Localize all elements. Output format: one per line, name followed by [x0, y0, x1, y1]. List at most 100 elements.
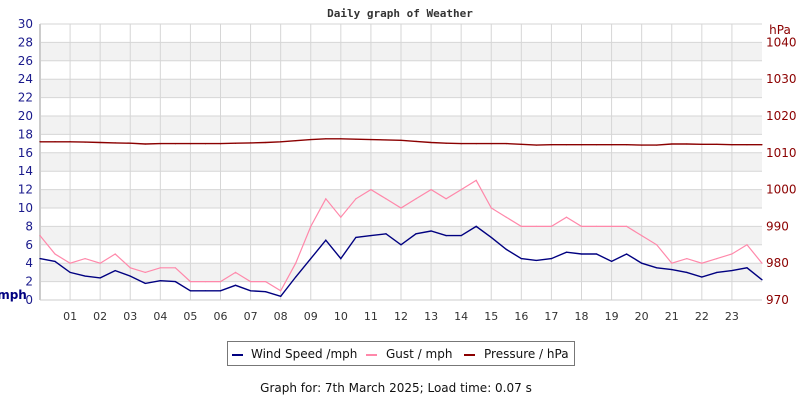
- left-tick-label: 30: [18, 17, 33, 31]
- wind-speed-point: [54, 260, 56, 262]
- wind-speed-point: [610, 260, 613, 262]
- x-tick-label: 13: [424, 310, 438, 323]
- wind-speed-point: [174, 281, 176, 283]
- gust-point: [189, 281, 192, 283]
- pressure-point: [565, 144, 568, 146]
- gust-point: [310, 225, 312, 227]
- x-tick-label: 07: [244, 310, 258, 323]
- pressure-point: [340, 138, 342, 140]
- pressure-point: [84, 141, 86, 143]
- pressure-point: [550, 144, 553, 146]
- wind-speed-point: [355, 236, 357, 239]
- x-tick-label: 08: [274, 310, 288, 323]
- wind-speed-point: [415, 233, 417, 235]
- gust-point: [460, 189, 462, 191]
- gust-point: [565, 216, 568, 218]
- pressure-point: [656, 144, 658, 146]
- left-tick-label: 28: [18, 35, 33, 49]
- wind-speed-point: [129, 275, 131, 277]
- pressure-point: [430, 141, 432, 144]
- right-tick-label: 1000: [766, 183, 797, 197]
- left-tick-label: 8: [25, 219, 33, 233]
- gust-point: [490, 207, 492, 209]
- pressure-point: [580, 144, 583, 146]
- footer-text: Graph for: 7th March 2025; Load time: 0.…: [260, 381, 532, 395]
- wind-speed-point: [475, 225, 477, 227]
- left-tick-label: 22: [18, 91, 33, 105]
- pressure-point: [641, 144, 643, 146]
- left-tick-label: 24: [18, 72, 33, 86]
- gust-point: [701, 262, 703, 264]
- x-tick-label: 12: [394, 310, 408, 323]
- left-tick-label: 10: [18, 201, 33, 215]
- wind-speed-point: [310, 258, 312, 260]
- pressure-point: [460, 143, 462, 145]
- pressure-point: [701, 143, 703, 145]
- right-tick-label: 970: [766, 293, 789, 307]
- wind-speed-point: [535, 259, 537, 262]
- x-tick-label: 20: [635, 310, 649, 323]
- legend-label-wind: Wind Speed /mph: [251, 347, 357, 361]
- x-tick-label: 15: [484, 310, 498, 323]
- right-tick-label: 990: [766, 219, 789, 233]
- grid-lines: [39, 23, 762, 301]
- wind-speed-point: [249, 290, 252, 292]
- gust-point: [265, 281, 267, 283]
- pressure-point: [174, 143, 176, 145]
- wind-speed-point: [550, 258, 553, 260]
- gust-point: [475, 179, 477, 181]
- right-axis-label: hPa: [769, 23, 791, 37]
- pressure-point: [234, 142, 237, 144]
- wind-speed-point: [219, 290, 222, 292]
- left-tick-label: 14: [18, 164, 33, 178]
- legend: Wind Speed /mph Gust / mph Pressure / hP…: [227, 341, 575, 366]
- x-tick-label: 01: [63, 310, 77, 323]
- gust-point: [295, 262, 297, 264]
- gust-point: [626, 225, 628, 227]
- wind-speed-point: [385, 233, 387, 235]
- wind-speed-point: [234, 284, 237, 286]
- pressure-point: [475, 143, 477, 145]
- wind-speed-point: [69, 271, 71, 273]
- gust-point: [610, 225, 613, 227]
- legend-label-pressure: Pressure / hPa: [484, 347, 569, 361]
- gust-point: [39, 235, 41, 237]
- wind-speed-point: [626, 253, 628, 255]
- x-tick-label: 14: [454, 310, 468, 323]
- wind-speed-point: [686, 271, 688, 273]
- wind-speed-point: [641, 262, 643, 264]
- gust-point: [219, 281, 222, 283]
- gust-point: [430, 189, 432, 191]
- gust-point: [671, 262, 673, 264]
- gust-point: [249, 281, 252, 283]
- gust-point: [385, 198, 387, 200]
- wind-speed-point: [159, 280, 161, 282]
- gust-point: [656, 244, 658, 246]
- left-tick-label: 20: [18, 109, 33, 123]
- x-tick-label: 04: [153, 310, 167, 323]
- gust-point: [159, 267, 161, 269]
- right-tick-label: 1040: [766, 35, 797, 49]
- pressure-point: [626, 144, 628, 146]
- gust-point: [761, 262, 763, 264]
- wind-speed-point: [265, 291, 267, 293]
- pressure-point: [716, 143, 718, 145]
- chart-title: Daily graph of Weather: [327, 7, 473, 20]
- gust-point: [54, 253, 56, 255]
- wind-speed-point: [505, 248, 507, 250]
- gust-point: [731, 253, 733, 255]
- wind-speed-point: [204, 290, 207, 292]
- x-tick-label: 06: [214, 310, 228, 323]
- gust-point: [580, 225, 583, 227]
- pressure-point: [445, 142, 447, 144]
- right-tick-label: 1030: [766, 72, 797, 86]
- wind-speed-point: [671, 269, 673, 271]
- x-tick-label: 18: [575, 310, 589, 323]
- wind-speed-point: [325, 239, 327, 241]
- pressure-point: [400, 139, 402, 141]
- pressure-point: [686, 143, 688, 145]
- x-tick-label: 03: [123, 310, 137, 323]
- x-tick-label: 10: [334, 310, 348, 323]
- pressure-point: [159, 143, 161, 145]
